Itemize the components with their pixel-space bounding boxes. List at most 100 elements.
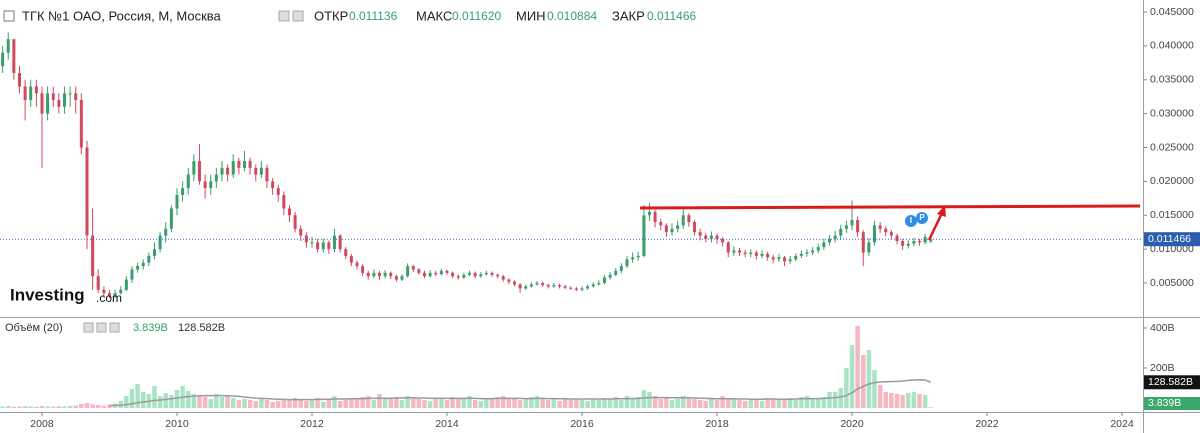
candle-body (906, 243, 910, 246)
ma-tag-label: 128.582B (1148, 376, 1193, 388)
volume-bar (377, 394, 382, 408)
settings-icon[interactable] (96, 322, 107, 333)
candle-body (344, 249, 348, 256)
candle-body (754, 252, 758, 256)
volume-bar (186, 391, 191, 408)
volume-bar (832, 392, 838, 408)
candle-body (259, 167, 263, 175)
volume-bar (804, 396, 810, 408)
volume-tick-label: 400B (1150, 322, 1175, 334)
candle-body (124, 279, 128, 290)
volume-bar (619, 400, 624, 408)
volume-bar (332, 396, 337, 408)
volume-bar (90, 404, 95, 408)
volume-bar (281, 399, 287, 408)
y-tick-label: 0.040000 (1150, 40, 1194, 52)
volume-bar (298, 399, 303, 408)
candle-body (411, 266, 415, 270)
volume-bar (107, 404, 112, 408)
volume-bar (304, 401, 309, 408)
x-tick-label: 2020 (840, 418, 864, 430)
x-tick-label: 2014 (435, 418, 459, 430)
volume-bar (726, 399, 731, 408)
volume-bar (928, 407, 934, 408)
candle-body (214, 174, 218, 182)
candle-body (501, 276, 505, 280)
candle-body (816, 247, 820, 251)
candle-body (552, 285, 556, 287)
chart-icon[interactable] (3, 10, 15, 22)
volume-bar (422, 400, 427, 408)
volume-bar (742, 401, 748, 408)
candle-body (400, 276, 404, 280)
volume-value: 3.839B (133, 322, 168, 334)
volume-bar (821, 397, 827, 408)
candle-body (484, 272, 488, 275)
candle-body (580, 288, 584, 290)
event-marker[interactable] (916, 212, 928, 224)
candle-body (653, 211, 657, 223)
volume-bar (658, 399, 664, 408)
candle-body (490, 272, 494, 275)
open-value: 0.011136 (349, 9, 398, 23)
volume-bar (529, 397, 534, 408)
candle-body (783, 257, 787, 262)
volume-bar (202, 397, 208, 408)
resistance-line[interactable] (639, 204, 1141, 210)
volume-bar (411, 398, 416, 408)
volume-bar (191, 394, 197, 408)
ma-tag (1144, 375, 1200, 390)
trend-arrow[interactable] (927, 212, 944, 241)
candle-body (726, 242, 730, 253)
volume-bar (219, 397, 225, 408)
candle-body (321, 242, 325, 250)
volume-bar (292, 398, 298, 408)
candle-body (614, 270, 618, 275)
volume-bar (855, 326, 860, 408)
volume-bar (129, 389, 135, 408)
volume-bar (568, 400, 573, 408)
close-icon[interactable] (109, 322, 120, 333)
candle-body (316, 242, 320, 250)
volume-bar (540, 399, 545, 408)
settings-icon[interactable] (278, 10, 290, 22)
candle-body (417, 269, 421, 273)
volume-bar (275, 401, 281, 408)
candle-body (923, 236, 927, 243)
volume-bar (163, 393, 168, 408)
volume-bar (866, 350, 872, 408)
settings-icon[interactable] (292, 10, 304, 22)
volume-bar (214, 394, 219, 408)
candle-body (861, 232, 865, 253)
candle-body (282, 194, 286, 209)
x-tick-label: 2022 (975, 418, 999, 430)
volume-bar (382, 398, 388, 408)
x-tick-label: 2024 (1110, 418, 1134, 430)
candle-body (805, 252, 809, 254)
volume-bar (607, 399, 613, 408)
candle-body (687, 215, 691, 223)
candle-body (130, 269, 134, 280)
event-marker[interactable] (905, 215, 917, 227)
x-tick-label: 2008 (30, 418, 54, 430)
y-tick-label: 0.020000 (1150, 175, 1194, 187)
candle-body (496, 274, 500, 277)
candle-body (659, 222, 663, 226)
candle-body (1, 52, 5, 67)
candle-body (884, 228, 888, 233)
settings-icon[interactable] (83, 322, 94, 333)
candle-body (642, 215, 646, 256)
candle-body (62, 93, 66, 107)
candle-body (512, 281, 516, 285)
volume-bar (596, 400, 602, 408)
candle-body (901, 240, 905, 246)
candle-body (456, 276, 460, 278)
candle-body (220, 167, 224, 175)
volume-bar (321, 402, 326, 408)
candle-body (591, 284, 595, 287)
y-tick-label: 0.045000 (1150, 6, 1194, 18)
volume-bar (73, 405, 78, 408)
volume-bar (270, 402, 275, 408)
candle-body (850, 219, 854, 226)
